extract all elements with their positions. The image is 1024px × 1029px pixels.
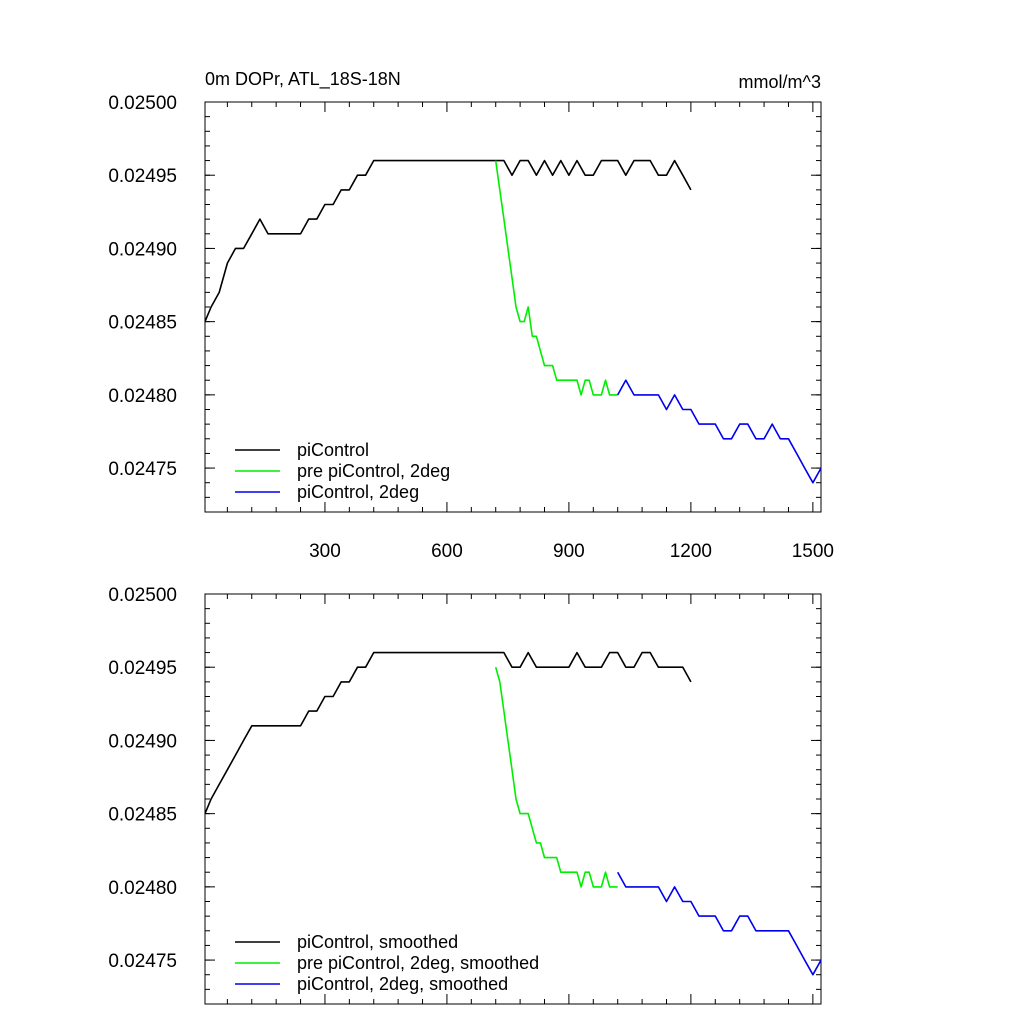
legend-label-3: piControl, 2deg: [297, 482, 419, 502]
y-tick-label: 0.02485: [108, 805, 177, 826]
legend-label-1: piControl: [297, 440, 369, 460]
legend-label-3: piControl, 2deg, smoothed: [297, 974, 508, 994]
series-line-3: [616, 379, 822, 484]
y-tick-label: 0.02480: [108, 878, 177, 899]
series-line-1: [204, 159, 692, 322]
y-tick-label: 0.02495: [108, 166, 177, 187]
x-tick-label: 600: [431, 541, 463, 562]
chart-units: mmol/m^3: [739, 72, 821, 92]
series-line-2: [494, 160, 618, 396]
y-tick-label: 0.02480: [108, 386, 177, 407]
series-line-2: [494, 666, 618, 888]
legend-label-2: pre piControl, 2deg, smoothed: [297, 953, 539, 973]
x-tick-label: 1500: [792, 541, 834, 562]
y-tick-label: 0.02475: [108, 951, 177, 972]
chart-title: 0m DOPr, ATL_18S-18N: [205, 69, 401, 90]
x-tick-label: 900: [553, 541, 585, 562]
x-tick-label: 300: [309, 541, 341, 562]
legend-label-2: pre piControl, 2deg: [297, 461, 450, 481]
y-tick-label: 0.02500: [108, 585, 177, 606]
series-line-3: [616, 871, 822, 976]
chart-panel-2: 0.02500 0.02495 0.02490 0.02485 0.02480 0.024…: [108, 585, 822, 1005]
x-tick-label: 1200: [670, 541, 712, 562]
series-line-1: [204, 651, 692, 814]
y-tick-label: 0.02490: [108, 239, 177, 260]
chart-panel-1: 0m DOPr, ATL_18S-18N mmol/m^3 0.02500 0.024…: [108, 69, 834, 562]
y-tick-label: 0.02500: [108, 93, 177, 114]
y-tick-label: 0.02495: [108, 658, 177, 679]
y-tick-label: 0.02475: [108, 459, 177, 480]
y-tick-label: 0.02485: [108, 313, 177, 334]
y-tick-label: 0.02490: [108, 731, 177, 752]
legend-label-1: piControl, smoothed: [297, 932, 458, 952]
